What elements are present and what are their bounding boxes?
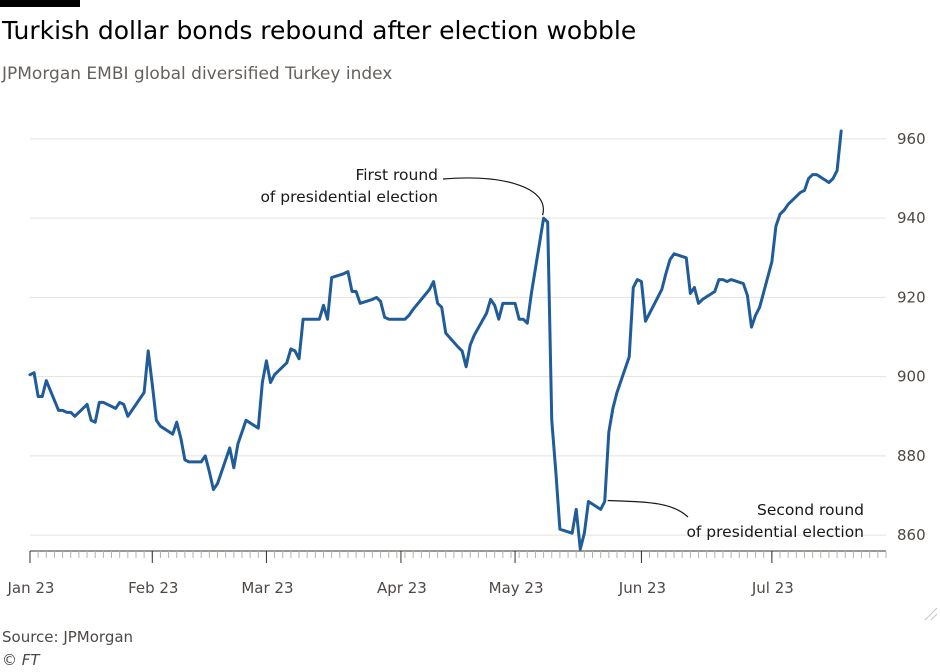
x-tick-label: Feb 23 [128, 579, 178, 597]
x-tick-label: Apr 23 [377, 579, 427, 597]
x-tick-label: Jul 23 [751, 579, 794, 597]
chart-subtitle: JPMorgan EMBI global diversified Turkey … [2, 64, 393, 84]
chart-title: Turkish dollar bonds rebound after elect… [2, 16, 637, 45]
x-axis: Jan 23 Feb 23 Mar 23 Apr 23 May 23 Jun 23 Jul … [7, 550, 887, 597]
resize-corner-icon [924, 607, 938, 621]
y-tick-label: 920 [897, 288, 926, 306]
ft-credit: © FT [2, 651, 40, 669]
y-tick-label: 960 [897, 130, 926, 148]
series-line [28, 129, 843, 551]
gridlines [30, 138, 886, 536]
annotation-label: of presidential election [686, 523, 864, 541]
y-tick-label: 860 [897, 526, 926, 544]
annotation-connector [442, 177, 544, 216]
annotation-connector [607, 499, 689, 518]
x-tick-label: Mar 23 [241, 579, 293, 597]
y-tick-label: 900 [897, 368, 926, 386]
annotation-label: First round [355, 166, 438, 184]
annotation-label: Second round [757, 501, 864, 519]
x-tick-label: Jan 23 [7, 579, 55, 597]
y-tick-label: 940 [897, 209, 926, 227]
source-note: Source: JPMorgan [2, 628, 134, 646]
annotations: First round of presidential election Secon… [260, 166, 864, 541]
x-tick-label: Jun 23 [618, 579, 666, 597]
series-layer [28, 129, 843, 551]
y-axis: 860 880 900 920 940 960 [897, 130, 926, 544]
ft-top-bar [0, 0, 80, 7]
annotation-label: of presidential election [260, 188, 438, 206]
x-tick-label: May 23 [489, 579, 544, 597]
y-tick-label: 880 [897, 447, 926, 465]
